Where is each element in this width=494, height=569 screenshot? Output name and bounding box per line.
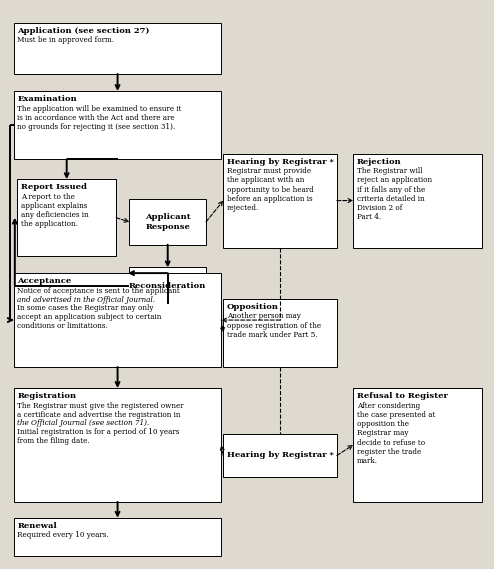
Text: The Registrar must give the registered owner: The Registrar must give the registered o… [17, 402, 184, 410]
Text: After considering
the case presented at
opposition the
Registrar may
decide to r: After considering the case presented at … [357, 402, 435, 465]
Text: from the filing date.: from the filing date. [17, 437, 90, 445]
Text: Examination: Examination [17, 95, 77, 103]
Text: Refusal to Register: Refusal to Register [357, 392, 448, 400]
FancyBboxPatch shape [353, 388, 482, 502]
Text: Hearing by Registrar *: Hearing by Registrar * [227, 451, 333, 460]
Text: Must be in approved form.: Must be in approved form. [17, 36, 114, 44]
Text: Applicant
Response: Applicant Response [145, 213, 191, 230]
Text: Opposition: Opposition [227, 303, 279, 311]
FancyBboxPatch shape [17, 179, 116, 256]
Text: Another person may
oppose registration of the
trade mark under Part 5.: Another person may oppose registration o… [227, 312, 321, 339]
Text: Renewal: Renewal [17, 522, 57, 530]
Text: Rejection: Rejection [357, 158, 402, 166]
FancyBboxPatch shape [14, 388, 221, 502]
FancyBboxPatch shape [14, 23, 221, 74]
Text: a certificate and advertise the registration in: a certificate and advertise the registra… [17, 411, 181, 419]
Text: Application (see section 27): Application (see section 27) [17, 27, 150, 35]
FancyBboxPatch shape [223, 434, 337, 477]
Text: and advertised in the Official Journal.: and advertised in the Official Journal. [17, 296, 156, 304]
Text: conditions or limitations.: conditions or limitations. [17, 322, 108, 330]
Text: The Registrar will
reject an application
if it falls any of the
criteria detaile: The Registrar will reject an application… [357, 167, 432, 221]
Text: Acceptance: Acceptance [17, 277, 72, 285]
FancyBboxPatch shape [129, 267, 206, 304]
Text: accept an application subject to certain: accept an application subject to certain [17, 313, 162, 321]
Text: Registrar must provide
the applicant with an
opportunity to be heard
before an a: Registrar must provide the applicant wit… [227, 167, 314, 212]
Text: In some cases the Registrar may only: In some cases the Registrar may only [17, 304, 154, 312]
Text: Report Issued: Report Issued [21, 183, 87, 191]
Text: Reconsideration: Reconsideration [129, 282, 206, 290]
Text: Required every 10 years.: Required every 10 years. [17, 531, 109, 539]
FancyBboxPatch shape [129, 199, 206, 245]
Text: A report to the
applicant explains
any deficiencies in
the application.: A report to the applicant explains any d… [21, 193, 88, 229]
FancyBboxPatch shape [14, 91, 221, 159]
FancyBboxPatch shape [14, 273, 221, 367]
Text: Initial registration is for a period of 10 years: Initial registration is for a period of … [17, 428, 180, 436]
FancyBboxPatch shape [223, 299, 337, 367]
Text: The application will be examined to ensure it
is in accordance with the Act and : The application will be examined to ensu… [17, 105, 182, 131]
Text: Hearing by Registrar *: Hearing by Registrar * [227, 158, 333, 166]
FancyBboxPatch shape [223, 154, 337, 248]
FancyBboxPatch shape [14, 518, 221, 556]
Text: Notice of acceptance is sent to the applicant: Notice of acceptance is sent to the appl… [17, 287, 180, 295]
Text: the Official Journal (see section 71).: the Official Journal (see section 71). [17, 419, 150, 427]
FancyBboxPatch shape [353, 154, 482, 248]
Text: Registration: Registration [17, 392, 77, 400]
